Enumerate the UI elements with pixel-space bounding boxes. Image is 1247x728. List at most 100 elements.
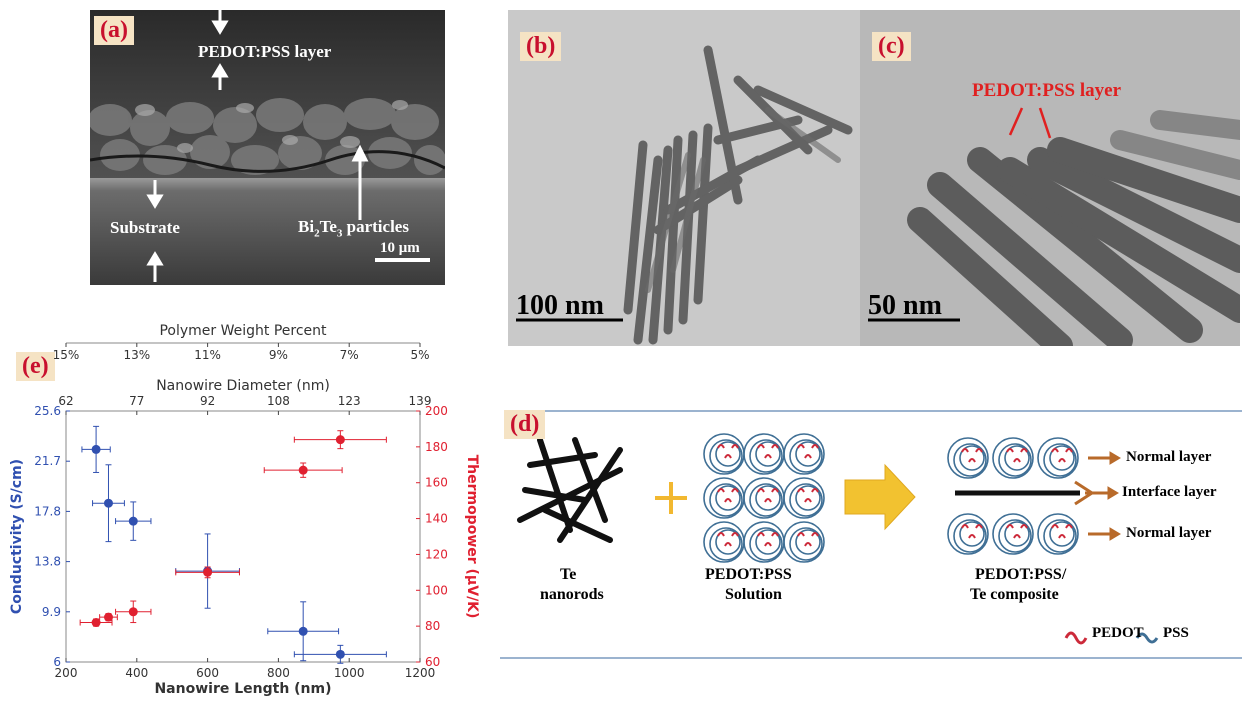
pss-coil: [749, 439, 783, 473]
pss-coil: [783, 521, 825, 563]
pedot-chain: [797, 532, 805, 537]
pedot-chain: [757, 532, 765, 537]
pedot-chain: [1058, 534, 1066, 539]
pss-coil: [783, 477, 825, 519]
x-axis-label: Nanowire Length (nm): [154, 681, 331, 697]
pedot-chain: [717, 444, 725, 449]
panel-b: (b) 100 nm: [508, 10, 860, 346]
pedot-chain: [724, 454, 732, 459]
particles-suffix: particles: [342, 217, 409, 236]
right-tick-label: 200: [425, 404, 448, 418]
pedot-chain: [811, 532, 819, 537]
thermopower-point: [103, 612, 113, 622]
diameter-axis-label: Nanowire Diameter (nm): [156, 378, 330, 394]
weight-tick-label: 5%: [410, 348, 429, 362]
pedot-chain: [1058, 458, 1066, 463]
scale-bar-a: 10 μm: [380, 240, 420, 256]
right-tick-label: 120: [425, 547, 448, 561]
interface-layer: Interface layer: [1122, 484, 1217, 500]
conductivity-point: [335, 649, 345, 659]
pedot-chain: [797, 488, 805, 493]
weight-axis-label: Polymer Weight Percent: [159, 323, 327, 339]
particles-mid: Te: [319, 217, 337, 236]
right-tick-label: 160: [425, 476, 448, 490]
pss-coil: [789, 527, 823, 561]
panel-a: (a) PEDOT:PSS layer Substrate Bi2Te3 par…: [90, 10, 445, 285]
pedot-chain: [961, 524, 969, 529]
pss-coil: [947, 513, 989, 555]
pss-coil: [1004, 521, 1030, 547]
pedot-chain: [771, 444, 779, 449]
left-tick-label: 25.6: [34, 404, 61, 418]
pedot-chain: [1006, 448, 1014, 453]
diameter-tick-label: 108: [267, 394, 290, 408]
pedot-chain: [1020, 448, 1028, 453]
particles-sub1: 2: [314, 227, 320, 240]
pss-coil: [749, 483, 783, 517]
normal-layer-bottom: Normal layer: [1126, 525, 1212, 541]
x-tick-label: 200: [55, 666, 78, 680]
composite-label-2: Te composite: [970, 586, 1059, 603]
thermopower-point: [91, 618, 101, 628]
tem-image-c: [860, 10, 1240, 346]
particles-prefix: Bi: [298, 217, 315, 236]
pedot-chain: [1013, 534, 1021, 539]
pedot-chain: [975, 448, 983, 453]
thermopower-point: [298, 465, 308, 475]
pss-coil: [755, 441, 781, 467]
panel-a-label: (a): [94, 16, 134, 45]
pedot-chain: [1013, 458, 1021, 463]
pedot-chain: [804, 454, 812, 459]
tem-image-b: [508, 10, 860, 346]
pedot-pss-layer-label: PEDOT:PSS layer: [198, 42, 332, 61]
pedot-chain: [811, 488, 819, 493]
pss-coil: [789, 439, 823, 473]
x-tick-label: 600: [196, 666, 219, 680]
te-label-2: nanorods: [540, 586, 604, 603]
x-tick-label: 1200: [405, 666, 436, 680]
left-tick-label: 17.8: [34, 504, 61, 518]
conductivity-point: [298, 626, 308, 636]
particles-sub2: 3: [336, 227, 343, 240]
right-tick-label: 180: [425, 440, 448, 454]
right-tick-label: 100: [425, 583, 448, 597]
x-tick-label: 1000: [334, 666, 365, 680]
plot-frame: [65, 410, 421, 663]
pedot-chain: [771, 488, 779, 493]
pedot-chain: [764, 498, 772, 503]
pedot-chain: [724, 542, 732, 547]
pss-coil: [1049, 521, 1075, 547]
pss-coil: [953, 519, 987, 553]
pedot-chain: [1006, 524, 1014, 529]
pedot-chain: [731, 488, 739, 493]
pss-coil: [715, 441, 741, 467]
scale-bar-c: 50 nm: [868, 290, 942, 321]
pedot-chain: [811, 444, 819, 449]
left-axis-label: Conductivity (S/cm): [9, 459, 25, 614]
diameter-tick-label: 139: [409, 394, 432, 408]
thermopower-point: [335, 435, 345, 445]
pss-coil: [1049, 445, 1075, 471]
left-tick-label: 6: [53, 655, 61, 669]
diameter-tick-label: 62: [58, 394, 73, 408]
left-tick-label: 21.7: [34, 454, 61, 468]
conductivity-point: [128, 516, 138, 526]
solution-label-1: PEDOT:PSS: [705, 566, 792, 583]
pss-coil: [992, 513, 1034, 555]
pedot-pss-coils-solution: [703, 433, 825, 563]
panel-d: (d) Te nanorods PEDOT:PSS Solution PEDOT…: [500, 410, 1242, 660]
right-tick-label: 80: [425, 619, 440, 633]
conductivity-point: [91, 444, 101, 454]
substrate-label: Substrate: [110, 218, 180, 237]
pedot-chain: [764, 542, 772, 547]
pedot-chain: [1051, 524, 1059, 529]
particles-label: Bi2Te3 particles: [298, 217, 409, 239]
left-tick-label: 13.8: [34, 555, 61, 569]
pss-coil: [715, 529, 741, 555]
pss-coil: [992, 437, 1034, 479]
right-axis-label: Thermopower (μV/K): [464, 455, 480, 619]
pedot-chain: [717, 532, 725, 537]
panel-e: (e) 200 400 600 800 1000 1200 Nanowire Length …: [0, 300, 490, 728]
pedot-chain: [1020, 524, 1028, 529]
layer-arrows: [146, 10, 430, 282]
